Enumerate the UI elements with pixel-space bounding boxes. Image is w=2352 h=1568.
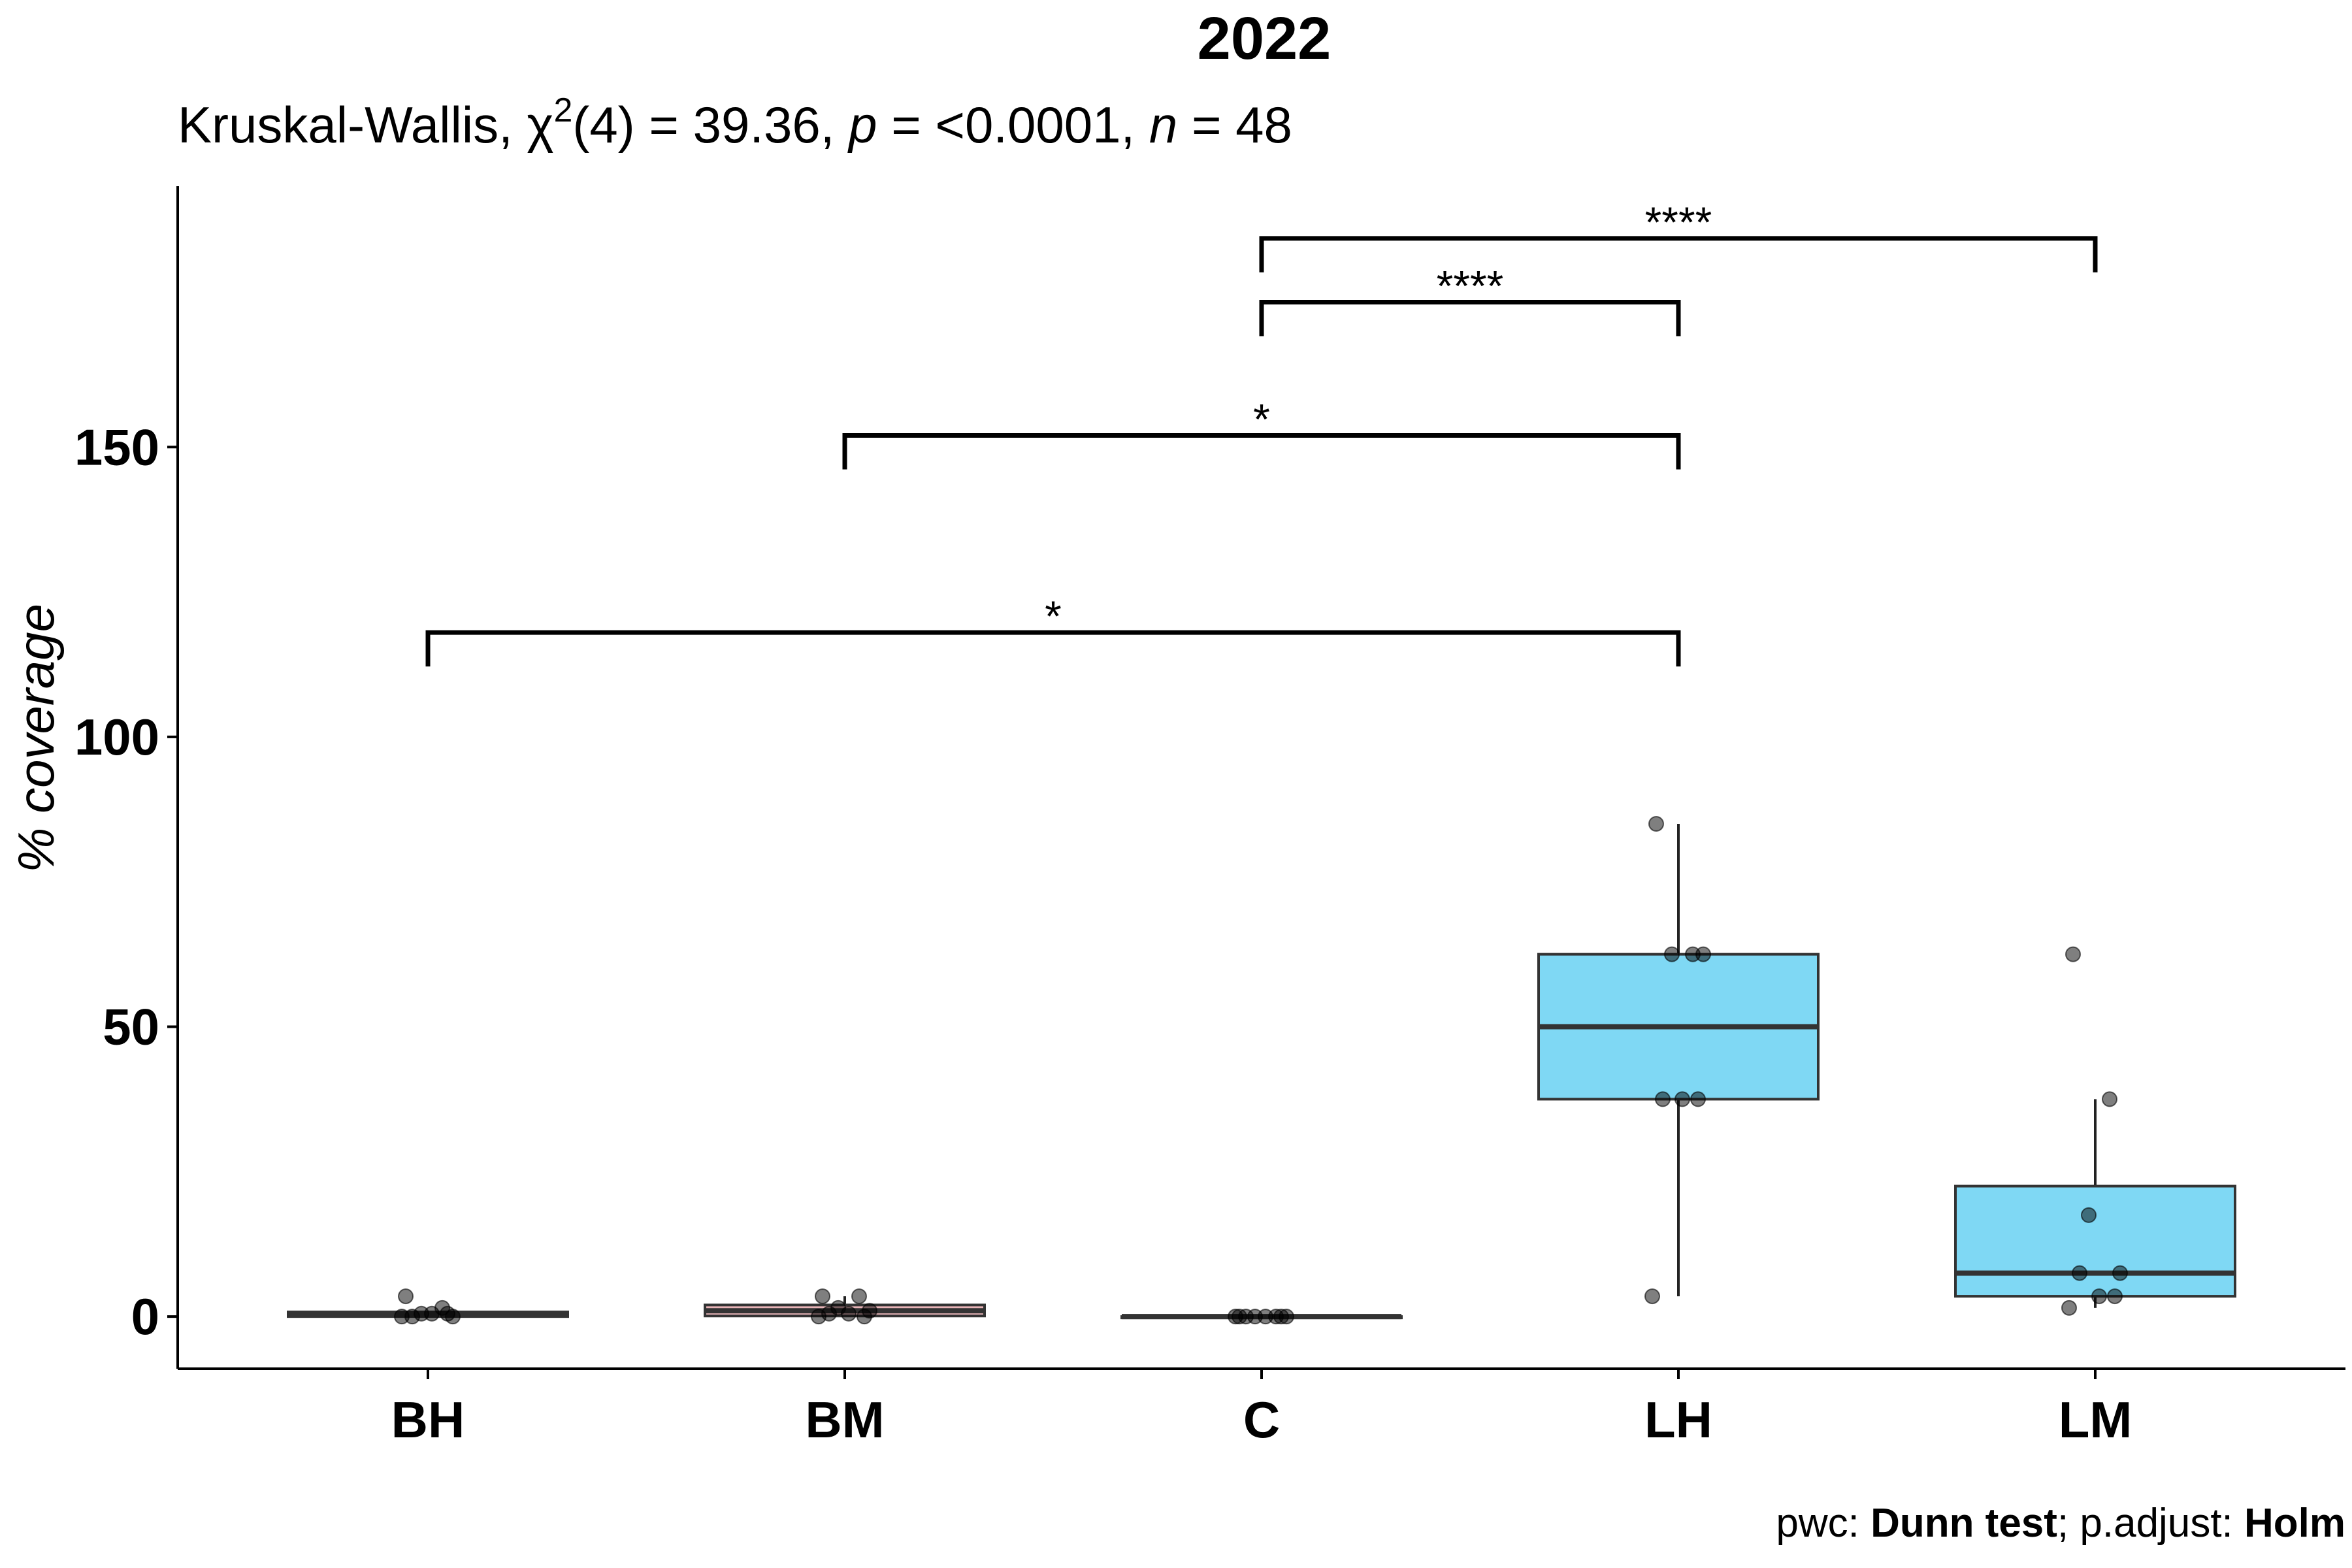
data-point <box>1690 1091 1706 1107</box>
data-point <box>857 1309 872 1325</box>
chart-subtitle: Kruskal-Wallis, χ2(4) = 39.36, p = <0.00… <box>178 91 1292 154</box>
data-point <box>1644 1288 1660 1305</box>
data-point <box>2072 1265 2087 1281</box>
data-point <box>2112 1265 2128 1281</box>
data-point <box>851 1288 867 1305</box>
data-point <box>1674 1091 1690 1107</box>
data-point <box>1273 1309 1289 1325</box>
x-tick-label: BM <box>805 1391 884 1448</box>
data-point <box>2107 1288 2123 1305</box>
caption-adjust-method: Holm <box>2244 1501 2345 1546</box>
y-tick-label: 0 <box>131 1288 159 1345</box>
significance-label: **** <box>1437 261 1504 310</box>
caption-pwc-prefix: pwc: <box>1776 1501 1870 1546</box>
box-lm <box>1954 1184 2236 1298</box>
data-point <box>2065 946 2081 962</box>
data-point <box>841 1305 857 1322</box>
data-point <box>1228 1309 1243 1325</box>
caption-pwc-method: Dunn test <box>1870 1501 2057 1546</box>
data-point <box>811 1309 826 1325</box>
caption-adjust-prefix: ; p.adjust: <box>2057 1501 2244 1546</box>
y-tick-label: 100 <box>74 708 159 766</box>
significance-label: **** <box>1645 198 1712 246</box>
subtitle-n-value: = 48 <box>1177 96 1292 154</box>
subtitle-stat-df: (4) = 39.36, <box>572 96 849 154</box>
subtitle-p-value: = <0.0001, <box>877 96 1149 154</box>
significance-label: * <box>1045 592 1062 640</box>
x-tick-label: LM <box>2059 1391 2132 1448</box>
data-point <box>1655 1091 1671 1107</box>
subtitle-p-label: p <box>847 96 877 154</box>
y-tick-label: 150 <box>74 418 159 476</box>
chart-caption: pwc: Dunn test; p.adjust: Holm <box>1776 1501 2345 1546</box>
data-point <box>440 1305 455 1322</box>
subtitle-stat-symbol: χ <box>527 96 554 154</box>
subtitle-prefix: Kruskal-Wallis, <box>178 96 527 154</box>
x-tick-label: C <box>1243 1391 1280 1448</box>
significance-label: * <box>1253 395 1270 444</box>
data-point <box>815 1288 830 1305</box>
data-point <box>394 1309 410 1325</box>
data-point <box>2102 1091 2117 1107</box>
subtitle-stat-sup: 2 <box>553 91 572 129</box>
y-tick-label: 50 <box>103 998 159 1056</box>
x-tick-label: BH <box>391 1391 465 1448</box>
data-point <box>2081 1207 2097 1223</box>
significance-bracket <box>1259 299 1681 336</box>
x-tick-label: LH <box>1644 1391 1712 1448</box>
chart-title: 2022 <box>1198 5 1331 72</box>
data-point <box>1695 946 1711 962</box>
significance-bracket <box>425 630 1681 667</box>
data-point <box>398 1288 414 1305</box>
data-point <box>2091 1288 2107 1305</box>
data-point <box>424 1305 440 1322</box>
significance-bracket <box>1259 236 2098 272</box>
data-point <box>2061 1299 2077 1316</box>
significance-bracket <box>842 433 1681 470</box>
data-point <box>1648 815 1664 832</box>
y-axis-title: % coverage <box>7 604 65 873</box>
subtitle-n-label: n <box>1149 96 1177 154</box>
data-point <box>1258 1309 1273 1325</box>
data-point <box>1664 946 1680 962</box>
